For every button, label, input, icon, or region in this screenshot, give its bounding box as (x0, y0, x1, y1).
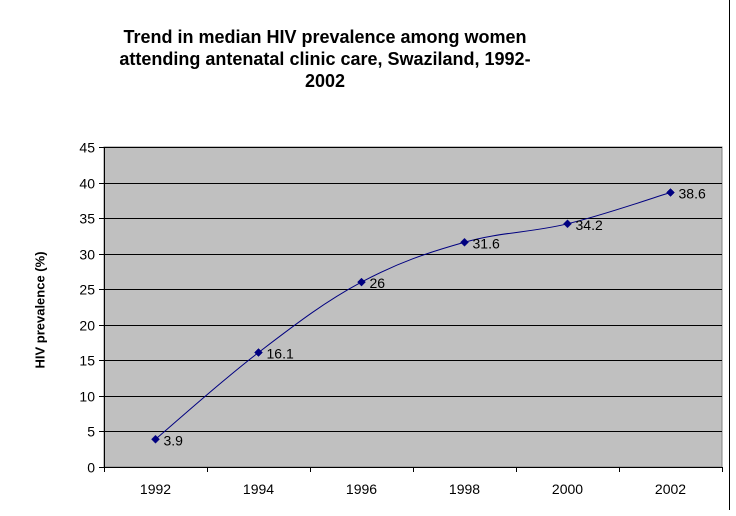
x-tick-label-1994: 1994 (243, 481, 274, 497)
x-tick-label-2002: 2002 (655, 481, 686, 497)
x-tick-label-1996: 1996 (346, 481, 377, 497)
chart-title-line-1: Trend in median HIV prevalence among wom… (123, 27, 527, 47)
series-layer (151, 188, 675, 444)
y-tick-label-35: 35 (79, 211, 95, 227)
data-label-1996: 26 (370, 275, 386, 291)
data-labels: 3.9 16.1 26 31.6 34.2 38.6 (164, 186, 706, 449)
chart-title-line-3: 2002 (304, 71, 346, 91)
data-point-1998 (460, 237, 469, 247)
data-point-1996 (357, 277, 366, 287)
data-point-1994 (254, 348, 263, 357)
y-tick-label-45: 45 (79, 140, 95, 156)
y-tick-label-25: 25 (79, 282, 95, 298)
gridlines (104, 147, 722, 432)
y-tick-label-5: 5 (87, 424, 95, 440)
data-label-1994: 16.1 (267, 346, 294, 362)
data-label-1998: 31.6 (473, 235, 500, 251)
tick-labels: 0 5 10 15 20 25 30 35 40 45 1992 1994 1996 1998 2000 20… (79, 140, 723, 497)
x-tick-label-1998: 1998 (449, 481, 480, 497)
data-label-2000: 34.2 (576, 217, 603, 233)
series-line-0 (155, 192, 671, 440)
y-tick-label-15: 15 (79, 353, 95, 369)
data-label-2002: 38.6 (679, 186, 706, 202)
data-point-1992 (151, 434, 160, 444)
x-tick-label-1992: 1992 (140, 481, 171, 497)
chart-title: Trend in median HIV prevalence among wom… (95, 26, 555, 92)
data-point-2000 (563, 219, 572, 229)
x-tick-label-2000: 2000 (552, 481, 583, 497)
y-tick-label-20: 20 (79, 318, 95, 334)
y-tick-label-40: 40 (79, 176, 95, 192)
plot-area (103, 146, 723, 468)
chart-title-line-2: attending antenatal clinic care, Swazila… (119, 49, 531, 69)
y-tick-label-30: 30 (79, 247, 95, 263)
data-point-2002 (666, 188, 675, 197)
data-label-1992: 3.9 (164, 432, 184, 448)
y-tick-label-0: 0 (87, 460, 95, 476)
y-tick-label-10: 10 (79, 389, 95, 405)
